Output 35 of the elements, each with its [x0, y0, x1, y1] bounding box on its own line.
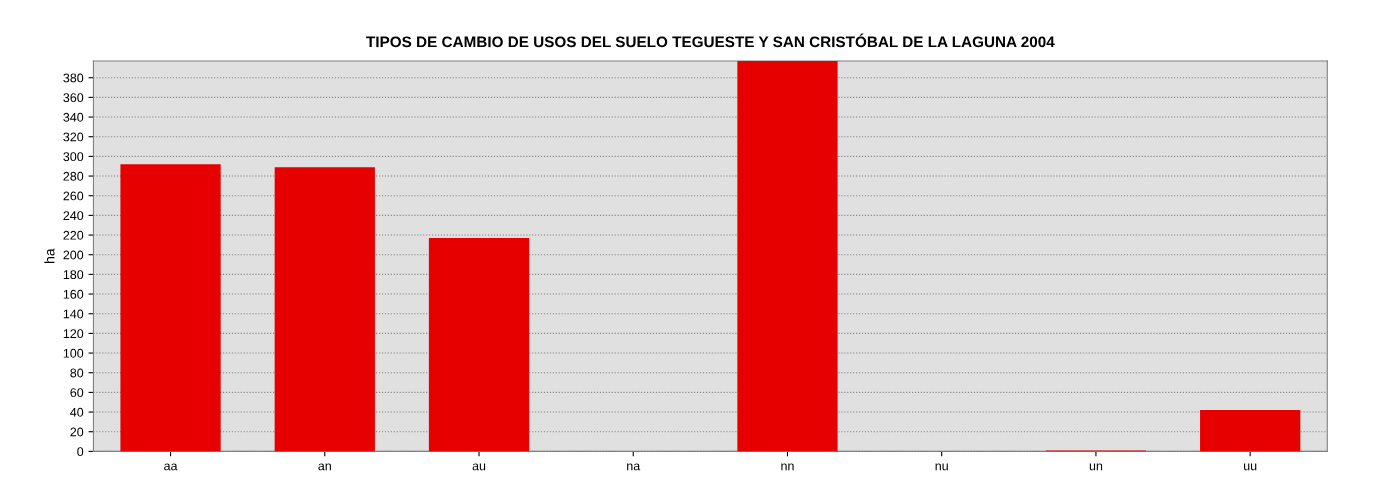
y-tick-label: 160 — [63, 289, 84, 299]
x-tick-label: an — [318, 463, 331, 471]
y-tick-label: 260 — [63, 191, 84, 201]
y-tick-label: 320 — [63, 132, 84, 142]
y-tick-label: 120 — [63, 329, 84, 339]
y-tick-label: 0 — [77, 447, 84, 457]
bar — [120, 164, 221, 452]
y-tick-label: 80 — [70, 368, 84, 378]
x-tick-label: au — [472, 463, 486, 471]
y-tick-label: 140 — [63, 309, 84, 319]
chart-title: TIPOS DE CAMBIO DE USOS DEL SUELO TEGUESTE Y SAN CRISTÓBAL DE LA LAGUNA 2004 — [366, 33, 1055, 48]
y-tick-label: 300 — [63, 152, 84, 162]
x-tick-label: na — [627, 463, 641, 471]
x-tick-label: nu — [935, 463, 948, 471]
y-tick-label: 280 — [63, 171, 84, 181]
y-tick-label: 200 — [63, 250, 84, 260]
y-tick-label: 360 — [63, 93, 84, 103]
y-tick-label: 20 — [70, 427, 84, 437]
x-tick-label: nn — [781, 463, 794, 471]
y-tick-label: 40 — [70, 407, 84, 417]
y-tick-label: 240 — [63, 211, 84, 221]
y-tick-label: 380 — [63, 73, 84, 83]
bar — [737, 61, 838, 452]
y-tick-label: 100 — [63, 348, 84, 358]
bar — [274, 167, 375, 452]
y-tick-label: 220 — [63, 230, 84, 240]
bar — [428, 238, 530, 452]
x-tick-label: un — [1089, 463, 1103, 471]
y-tick-label: 180 — [63, 270, 84, 280]
y-tick-label: 60 — [70, 388, 84, 398]
y-axis-title: ha — [44, 248, 55, 263]
bar — [1200, 410, 1301, 452]
x-tick-label: aa — [164, 463, 178, 471]
x-tick-label: uu — [1244, 463, 1257, 471]
y-tick-label: 340 — [63, 112, 84, 122]
